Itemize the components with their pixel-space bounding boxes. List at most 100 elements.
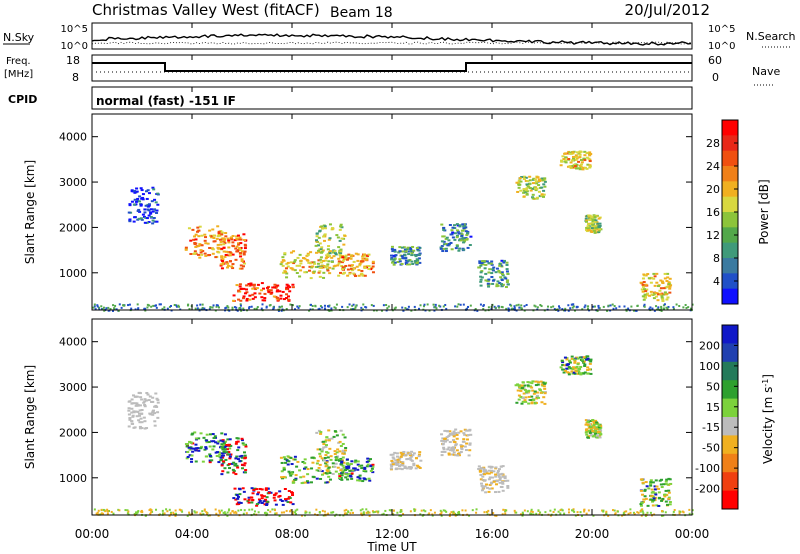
heatmap-cell: [283, 253, 287, 256]
heatmap-cell: [488, 483, 492, 486]
heatmap-cell: [392, 509, 395, 512]
heatmap-cell: [337, 262, 341, 265]
heatmap-cell: [278, 490, 282, 493]
heatmap-cell: [341, 459, 345, 462]
heatmap-cell: [178, 508, 181, 511]
heatmap-cell: [239, 304, 242, 307]
heatmap-cell: [500, 480, 504, 483]
heatmap-cell: [322, 472, 326, 475]
heatmap-cell: [337, 260, 341, 263]
heatmap-cell: [234, 258, 238, 261]
heatmap-cell: [263, 297, 267, 300]
heatmap-cell: [323, 304, 326, 307]
heatmap-cell: [291, 283, 295, 286]
heatmap-cell: [483, 469, 487, 472]
heatmap-cell: [543, 177, 547, 180]
heatmap-cell: [220, 247, 224, 250]
heatmap-cell: [214, 256, 218, 259]
heatmap-cell: [333, 249, 337, 252]
heatmap-cell: [668, 291, 672, 294]
heatmap-cell: [453, 232, 457, 235]
heatmap-cell: [132, 203, 136, 206]
heatmap-cell: [354, 275, 358, 278]
heatmap-cell: [541, 381, 545, 384]
heatmap-cell: [293, 269, 297, 272]
heatmap-cell: [365, 460, 369, 463]
heatmap-cell: [236, 234, 240, 237]
heatmap-cell: [251, 492, 255, 495]
heatmap-cell: [395, 467, 399, 470]
heatmap-cell: [565, 364, 569, 367]
heatmap-cell: [572, 371, 576, 374]
heatmap-cell: [592, 423, 596, 426]
heatmap-cell: [364, 470, 368, 473]
heatmap-cell: [583, 510, 586, 513]
heatmap-cell: [598, 224, 602, 227]
colorbar-swatch: [722, 135, 738, 152]
heatmap-cell: [216, 442, 220, 445]
heatmap-cell: [230, 462, 234, 465]
heatmap-cell: [291, 304, 294, 307]
heatmap-cell: [320, 470, 324, 473]
heatmap-cell: [156, 416, 160, 419]
heatmap-cell: [341, 456, 345, 459]
heatmap-cell: [241, 297, 245, 300]
heatmap-cell: [223, 242, 227, 245]
heatmap-cell: [652, 497, 656, 500]
heatmap-cell: [599, 429, 603, 432]
heatmap-cell: [641, 510, 644, 513]
heatmap-cell: [405, 467, 409, 470]
heatmap-cell: [455, 437, 459, 440]
heatmap-cell: [531, 389, 535, 392]
heatmap-cell: [229, 444, 233, 447]
heatmap-cell: [156, 203, 160, 206]
heatmap-cell: [584, 431, 588, 434]
heatmap-cell: [664, 489, 668, 492]
heatmap-cell: [214, 309, 217, 312]
heatmap-cell: [369, 458, 373, 461]
heatmap-cell: [530, 395, 534, 398]
heatmap-cell: [439, 305, 442, 308]
heatmap-cell: [234, 442, 238, 445]
heatmap-cell: [444, 509, 447, 512]
heatmap-cell: [395, 452, 399, 455]
heatmap-cell: [145, 190, 149, 193]
heatmap-cell: [156, 411, 160, 414]
heatmap-cell: [661, 297, 665, 300]
heatmap-cell: [135, 512, 138, 515]
heatmap-cell: [127, 304, 130, 307]
heatmap-cell: [239, 238, 243, 241]
heatmap-cell: [480, 270, 484, 273]
heatmap-cell: [456, 224, 460, 227]
heatmap-cell: [226, 251, 230, 254]
heatmap-cell: [394, 254, 398, 257]
heatmap-cell: [276, 298, 280, 301]
heatmap-cell: [513, 509, 516, 512]
heatmap-cell: [681, 510, 684, 513]
heatmap-cell: [291, 471, 295, 474]
colorbar-swatch: [722, 258, 738, 274]
heatmap-cell: [372, 511, 375, 514]
heatmap-cell: [369, 469, 373, 472]
heatmap-cell: [224, 235, 228, 238]
heatmap-cell: [491, 269, 495, 272]
heatmap-cell: [356, 460, 360, 463]
heatmap-cell: [339, 256, 343, 259]
heatmap-cell: [242, 464, 246, 467]
heatmap-cell: [327, 512, 330, 515]
heatmap-cell: [460, 445, 464, 448]
heatmap-cell: [519, 395, 523, 398]
heatmap-cell: [441, 437, 445, 440]
heatmap-cell: [218, 511, 221, 514]
heatmap-cell: [237, 509, 240, 512]
heatmap-cell: [528, 385, 532, 388]
heatmap-cell: [249, 282, 253, 285]
heatmap-cell: [599, 433, 603, 436]
heatmap-cell: [468, 244, 472, 247]
heatmap-cell: [593, 305, 596, 308]
heatmap-cell: [513, 307, 516, 310]
heatmap-cell: [463, 433, 467, 436]
heatmap-cell: [371, 471, 375, 474]
heatmap-cell: [584, 217, 588, 220]
